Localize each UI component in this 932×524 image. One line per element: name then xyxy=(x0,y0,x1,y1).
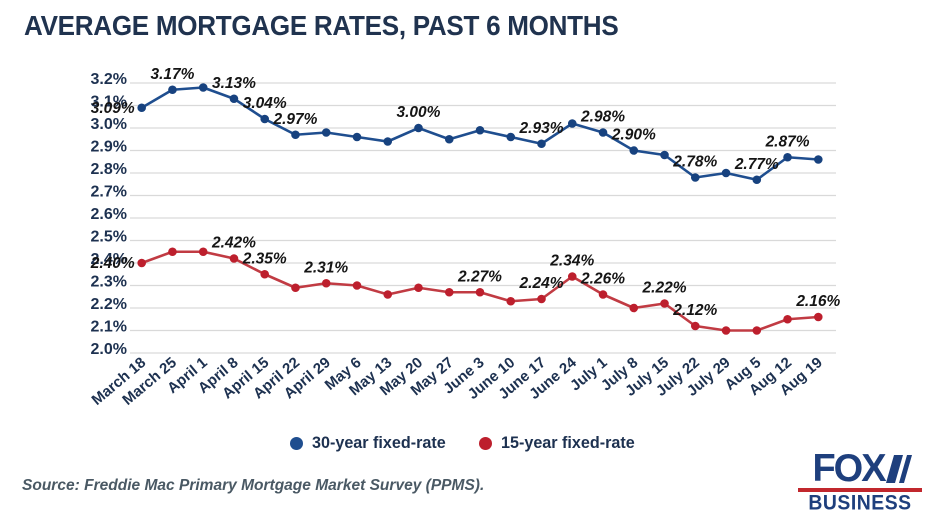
data-point-label-30-year-fixed-rate: 2.98% xyxy=(580,109,625,126)
data-point-label-15-year-fixed-rate: 2.24% xyxy=(519,275,564,292)
data-point-label-15-year-fixed-rate: 2.27% xyxy=(457,268,502,285)
data-point-30-year-fixed-rate xyxy=(291,130,300,140)
data-point-15-year-fixed-rate xyxy=(721,326,731,335)
fox-logo-business-text: BUSINESS xyxy=(808,491,912,516)
data-point-label-30-year-fixed-rate: 2.78% xyxy=(672,154,717,171)
y-tick-label: 3.2% xyxy=(91,71,127,88)
legend-item-30-year: 30-year fixed-rate xyxy=(290,433,453,453)
data-point-15-year-fixed-rate xyxy=(383,290,393,299)
data-point-label-15-year-fixed-rate: 2.31% xyxy=(303,259,348,276)
data-point-30-year-fixed-rate xyxy=(260,114,270,124)
data-point-15-year-fixed-rate xyxy=(229,254,239,263)
data-point-30-year-fixed-rate xyxy=(168,85,177,95)
legend-item-15-year: 15-year fixed-rate xyxy=(479,433,642,453)
page-title: AVERAGE MORTGAGE RATES, PAST 6 MONTHS xyxy=(24,10,619,41)
data-point-30-year-fixed-rate xyxy=(321,128,331,137)
data-point-15-year-fixed-rate xyxy=(198,247,208,257)
data-point-30-year-fixed-rate xyxy=(752,175,762,185)
data-point-label-15-year-fixed-rate: 2.16% xyxy=(795,293,840,310)
data-point-label-30-year-fixed-rate: 3.17% xyxy=(150,66,194,83)
y-tick-label: 2.3% xyxy=(91,274,127,291)
y-tick-label: 2.1% xyxy=(91,319,127,336)
data-point-label-30-year-fixed-rate: 2.97% xyxy=(272,111,317,128)
y-tick-label: 2.0% xyxy=(91,341,127,358)
data-point-15-year-fixed-rate xyxy=(444,287,454,297)
data-point-15-year-fixed-rate xyxy=(567,272,577,281)
data-point-15-year-fixed-rate xyxy=(321,278,331,288)
data-point-15-year-fixed-rate xyxy=(137,258,146,268)
y-tick-label: 2.7% xyxy=(91,184,127,201)
data-point-30-year-fixed-rate xyxy=(229,94,239,104)
data-point-30-year-fixed-rate xyxy=(383,137,393,146)
data-point-15-year-fixed-rate xyxy=(783,314,792,324)
data-point-label-30-year-fixed-rate: 2.87% xyxy=(765,133,810,150)
data-point-30-year-fixed-rate xyxy=(567,119,577,128)
data-point-15-year-fixed-rate xyxy=(598,290,608,299)
legend-dot-30-year-icon xyxy=(290,436,304,450)
data-point-label-30-year-fixed-rate: 3.13% xyxy=(212,75,256,92)
data-point-30-year-fixed-rate xyxy=(198,83,208,92)
fox-logo-top: FOX xyxy=(798,447,922,491)
legend-dot-15-year-icon xyxy=(479,436,492,450)
data-point-label-30-year-fixed-rate: 2.93% xyxy=(519,120,564,137)
data-point-label-30-year-fixed-rate: 3.04% xyxy=(243,95,287,112)
data-point-15-year-fixed-rate xyxy=(475,287,485,297)
data-point-label-15-year-fixed-rate: 2.40% xyxy=(90,255,135,272)
y-tick-label: 2.5% xyxy=(91,229,127,246)
data-point-15-year-fixed-rate xyxy=(506,296,516,306)
data-point-15-year-fixed-rate xyxy=(537,294,546,304)
data-point-15-year-fixed-rate xyxy=(260,269,270,279)
data-point-30-year-fixed-rate xyxy=(721,168,731,178)
data-point-30-year-fixed-rate xyxy=(690,173,700,182)
data-point-label-15-year-fixed-rate: 2.26% xyxy=(580,271,625,288)
data-point-30-year-fixed-rate xyxy=(537,139,546,149)
data-point-30-year-fixed-rate xyxy=(414,123,423,133)
data-point-label-15-year-fixed-rate: 2.35% xyxy=(242,250,287,267)
data-point-30-year-fixed-rate xyxy=(475,125,485,135)
y-tick-label: 3.0% xyxy=(91,116,127,133)
data-point-15-year-fixed-rate xyxy=(660,299,669,308)
data-point-30-year-fixed-rate xyxy=(783,152,792,162)
data-point-15-year-fixed-rate xyxy=(414,283,423,293)
data-point-label-15-year-fixed-rate: 2.34% xyxy=(549,253,594,270)
data-point-15-year-fixed-rate xyxy=(690,321,700,331)
data-point-15-year-fixed-rate xyxy=(168,247,177,257)
data-point-30-year-fixed-rate xyxy=(137,103,146,113)
data-point-15-year-fixed-rate xyxy=(629,303,639,313)
data-point-label-15-year-fixed-rate: 2.12% xyxy=(672,302,717,319)
y-tick-label: 2.2% xyxy=(91,296,127,313)
y-tick-label: 3.1% xyxy=(91,94,127,111)
data-point-15-year-fixed-rate xyxy=(352,281,362,290)
fox-logo-red-bar xyxy=(798,488,922,492)
legend-label-15-year: 15-year fixed-rate xyxy=(501,433,635,452)
data-point-15-year-fixed-rate xyxy=(814,312,823,322)
data-point-30-year-fixed-rate xyxy=(352,132,362,142)
y-tick-label: 2.4% xyxy=(91,251,127,268)
legend-label-30-year: 30-year fixed-rate xyxy=(312,433,446,452)
source-note: Source: Freddie Mac Primary Mortgage Mar… xyxy=(22,477,485,494)
data-point-label-30-year-fixed-rate: 2.77% xyxy=(734,156,779,173)
data-point-30-year-fixed-rate xyxy=(506,132,516,142)
y-tick-label: 2.6% xyxy=(91,206,127,223)
data-point-30-year-fixed-rate xyxy=(660,150,669,160)
y-tick-label: 2.8% xyxy=(91,161,127,178)
chart-legend: 30-year fixed-rate 15-year fixed-rate xyxy=(0,433,932,453)
data-point-15-year-fixed-rate xyxy=(752,326,762,335)
data-point-15-year-fixed-rate xyxy=(291,283,300,293)
data-point-30-year-fixed-rate xyxy=(598,128,608,137)
fox-logo-text: FOX xyxy=(812,447,886,491)
y-tick-label: 2.9% xyxy=(91,139,127,156)
data-point-30-year-fixed-rate xyxy=(444,134,454,144)
data-point-label-15-year-fixed-rate: 2.42% xyxy=(211,235,256,252)
fox-business-logo: FOX BUSINESS xyxy=(798,447,922,516)
data-point-30-year-fixed-rate xyxy=(814,155,823,164)
data-point-label-30-year-fixed-rate: 3.00% xyxy=(397,104,441,121)
mortgage-rates-line-chart: 3.2% 3.1% 3.0% 2.9% 2.8% 2.7% 2.6% 2.5% 2.4% 2.3%… xyxy=(89,66,841,409)
data-point-label-15-year-fixed-rate: 2.22% xyxy=(642,280,687,297)
data-point-label-30-year-fixed-rate: 3.09% xyxy=(91,100,135,117)
data-point-30-year-fixed-rate xyxy=(629,146,639,155)
data-point-label-30-year-fixed-rate: 2.90% xyxy=(611,127,656,144)
